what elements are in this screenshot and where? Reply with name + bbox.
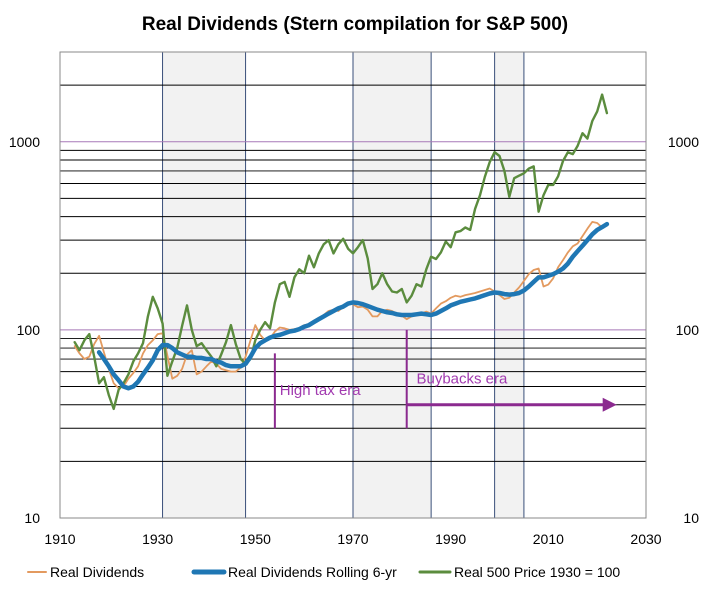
axis-ticks: 1910 1930 1950 1970 1990 2010 2030 10 10 100 100 10…: [9, 134, 699, 547]
shaded-periods: [162, 51, 525, 519]
series-line-2: [96, 221, 610, 391]
annotations: High tax era Buybacks era: [280, 370, 508, 399]
x-tick-1950: 1950: [240, 531, 271, 547]
x-tick-1910: 1910: [44, 531, 75, 547]
shaded-period-1: [162, 51, 247, 519]
y-tick-right-1000: 1000: [668, 134, 699, 150]
x-tick-1990: 1990: [435, 531, 466, 547]
y-tick-left-10: 10: [24, 510, 40, 526]
legend: Real Dividends Real Dividends Rolling 6-y…: [27, 564, 620, 580]
chart-title: Real Dividends (Stern compilation for S&…: [142, 14, 568, 35]
legend-label-1: Real Dividends: [50, 564, 144, 580]
y-tick-right-100: 100: [676, 322, 700, 338]
annotation-2: Buybacks era: [416, 370, 508, 387]
annotation-1: High tax era: [280, 382, 362, 399]
y-tick-left-1000: 1000: [9, 134, 40, 150]
y-tick-right-10: 10: [683, 510, 699, 526]
series-line-1: [73, 221, 608, 390]
x-tick-1930: 1930: [142, 531, 173, 547]
series-line-3: [73, 93, 609, 411]
buybacks-arrow-head: [602, 397, 617, 412]
x-tick-1970: 1970: [337, 531, 368, 547]
x-tick-2030: 2030: [630, 531, 661, 547]
legend-label-3: Real 500 Price 1930 = 100: [454, 564, 620, 580]
x-tick-2010: 2010: [533, 531, 564, 547]
plot-border: [59, 51, 647, 519]
era-markers: [273, 329, 617, 429]
y-tick-left-100: 100: [17, 322, 41, 338]
shaded-period-3: [494, 51, 525, 519]
legend-label-2: Real Dividends Rolling 6-yr: [228, 564, 397, 580]
series-lines: [73, 93, 610, 411]
plot-area: [59, 51, 647, 519]
